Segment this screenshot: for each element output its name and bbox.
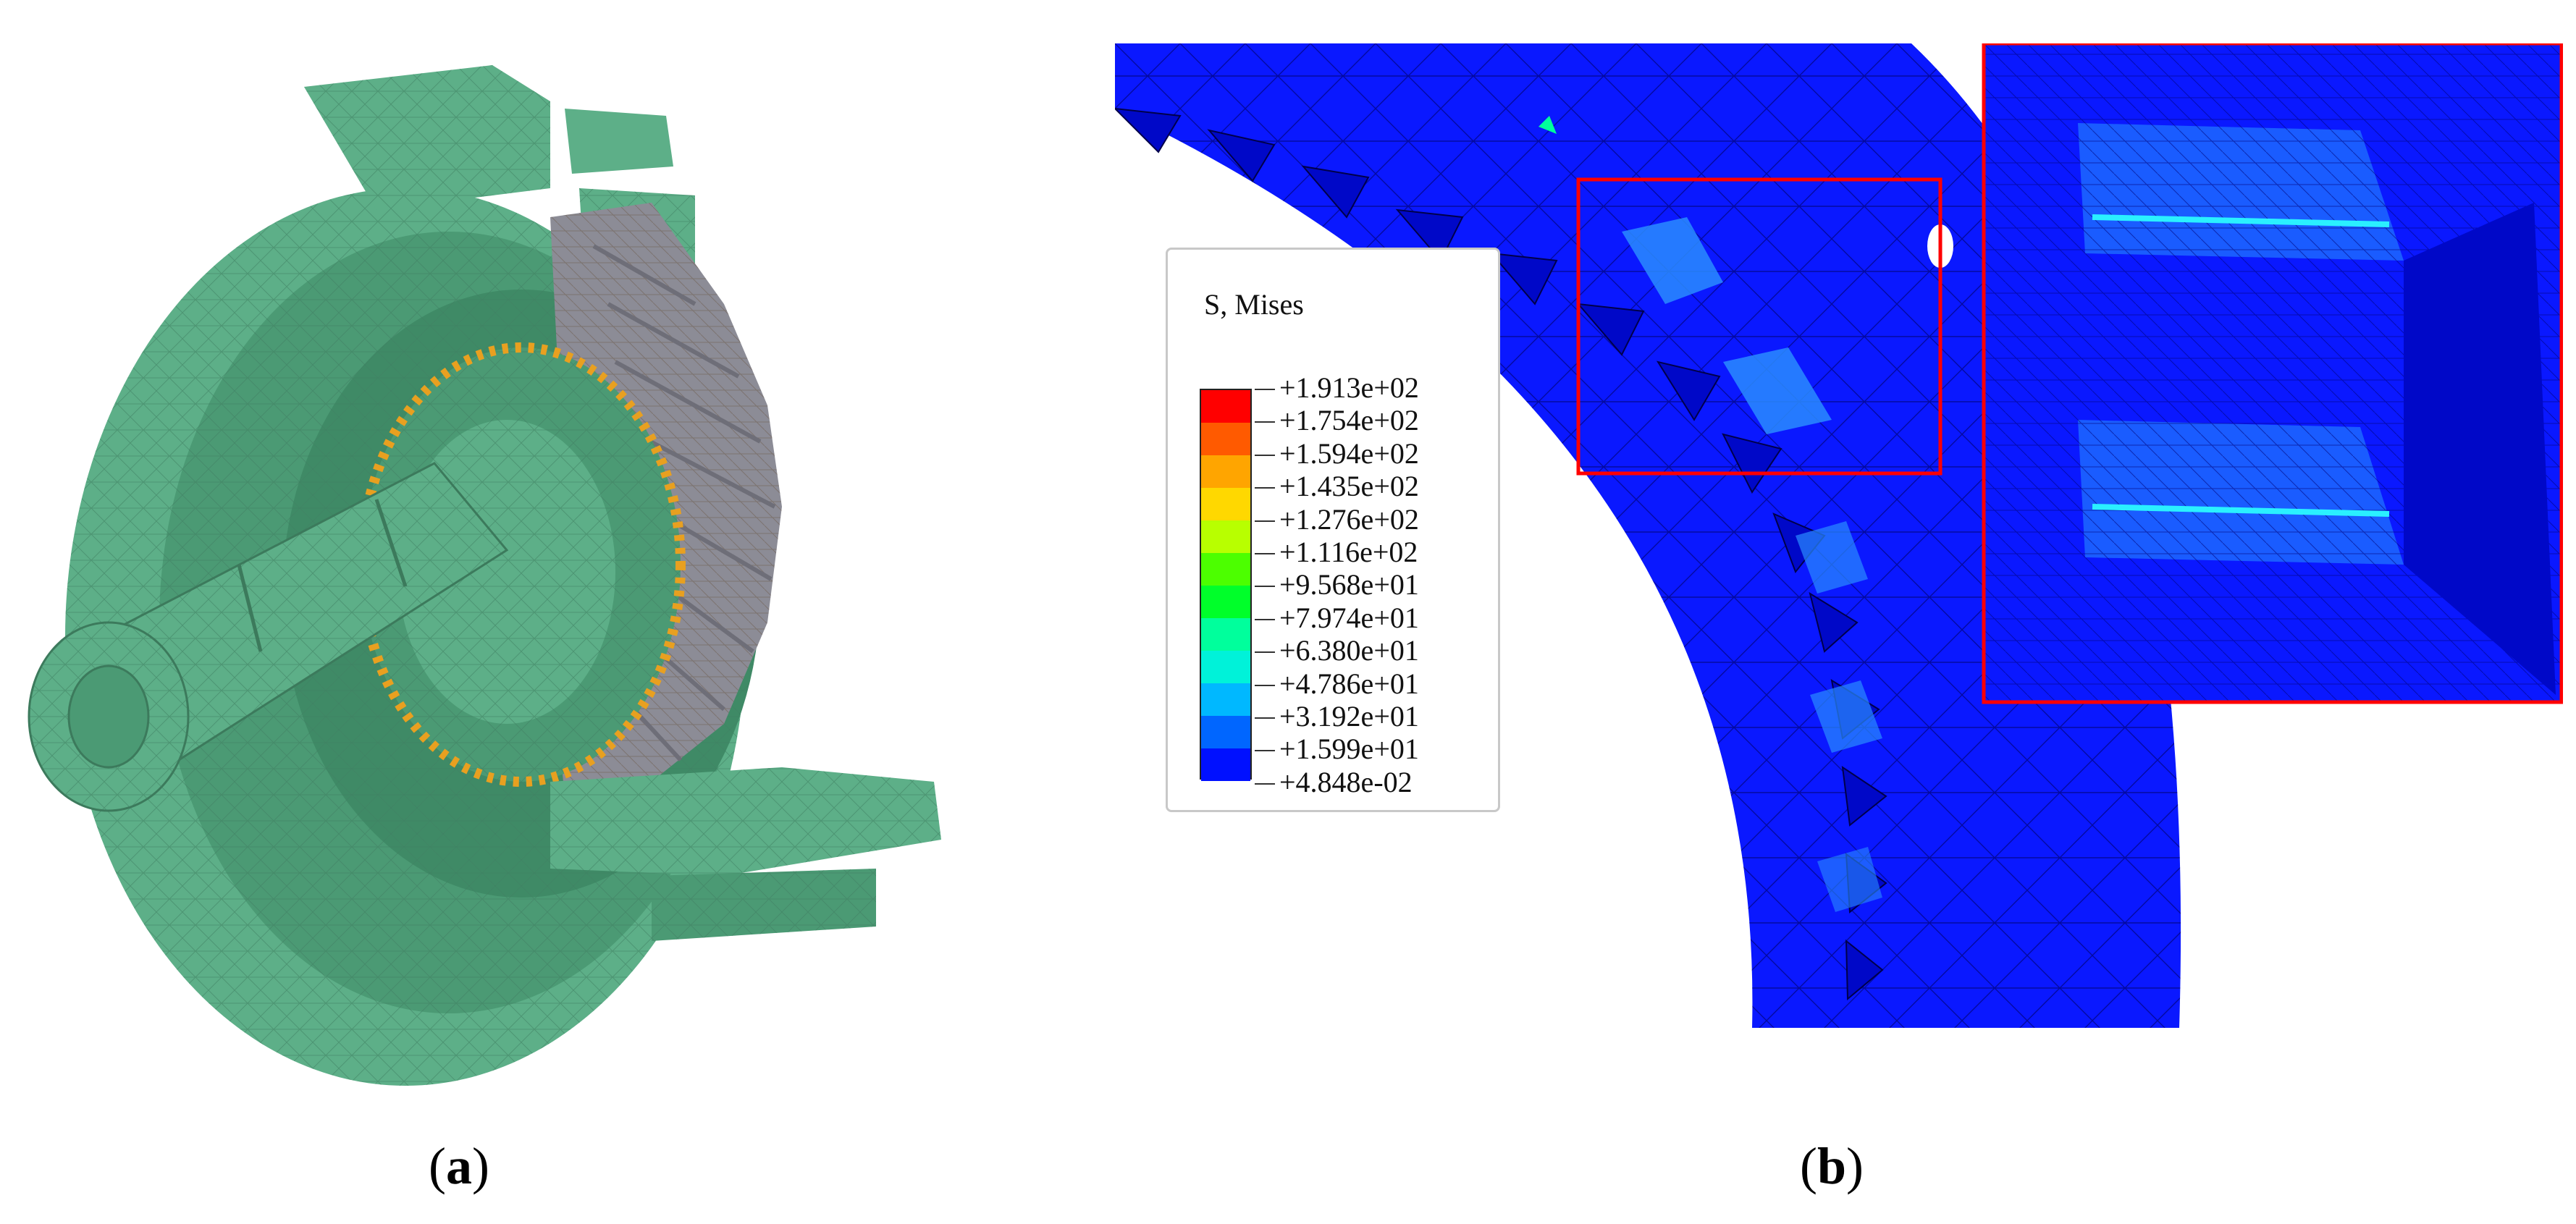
legend-color-bar	[1200, 389, 1252, 781]
legend-swatch	[1201, 455, 1250, 488]
legend-swatch	[1201, 520, 1250, 553]
stressed-teeth	[1539, 116, 1882, 912]
legend-value-label: +1.116e+02	[1255, 536, 1501, 568]
legend-swatch	[1201, 390, 1250, 423]
legend-value-label: +1.276e+02	[1255, 503, 1501, 536]
shaft	[28, 462, 509, 812]
legend-swatch	[1201, 748, 1250, 781]
stress-legend: S, Mises +1.913e+02 +1.754e+02 +1.594e+02 +…	[1166, 248, 1500, 812]
legend-swatch	[1201, 553, 1250, 586]
zoom-region-box	[1576, 177, 1942, 476]
ring-gear-body	[1115, 43, 2181, 1028]
legend-swatch	[1201, 683, 1250, 716]
legend-swatch	[1201, 618, 1250, 651]
caption-a-letter: a	[446, 1137, 472, 1195]
legend-swatch	[1201, 488, 1250, 520]
legend-swatch	[1201, 586, 1250, 618]
caption-b: (b)	[1799, 1137, 1864, 1195]
legend-value-label: +1.913e+02	[1255, 371, 1501, 404]
legend-title: S, Mises	[1204, 288, 1304, 321]
legend-swatch	[1201, 716, 1250, 748]
legend-value-label: +1.754e+02	[1255, 404, 1501, 436]
legend-value-label: +7.974e+01	[1255, 602, 1501, 634]
legend-labels: +1.913e+02 +1.754e+02 +1.594e+02 +1.435e+02…	[1255, 371, 1501, 798]
legend-value-label: +9.568e+01	[1255, 568, 1501, 601]
legend-value-label: +3.192e+01	[1255, 700, 1501, 733]
legend-swatch	[1201, 423, 1250, 455]
zoom-inset	[1982, 43, 2563, 704]
caption-b-letter: b	[1817, 1137, 1847, 1195]
caption-a: (a)	[429, 1137, 489, 1195]
legend-value-label: +6.380e+01	[1255, 634, 1501, 667]
legend-swatch	[1201, 651, 1250, 683]
panel-b-stress-contour	[1115, 43, 2563, 1028]
panel-a-mesh-model	[28, 65, 941, 1086]
legend-value-label: +4.848e-02	[1255, 766, 1501, 798]
legend-value-label: +1.594e+02	[1255, 437, 1501, 470]
legend-value-label: +1.599e+01	[1255, 733, 1501, 765]
legend-value-label: +4.786e+01	[1255, 667, 1501, 700]
legend-value-label: +1.435e+02	[1255, 470, 1501, 502]
housing-bottom-blocks	[550, 767, 941, 941]
